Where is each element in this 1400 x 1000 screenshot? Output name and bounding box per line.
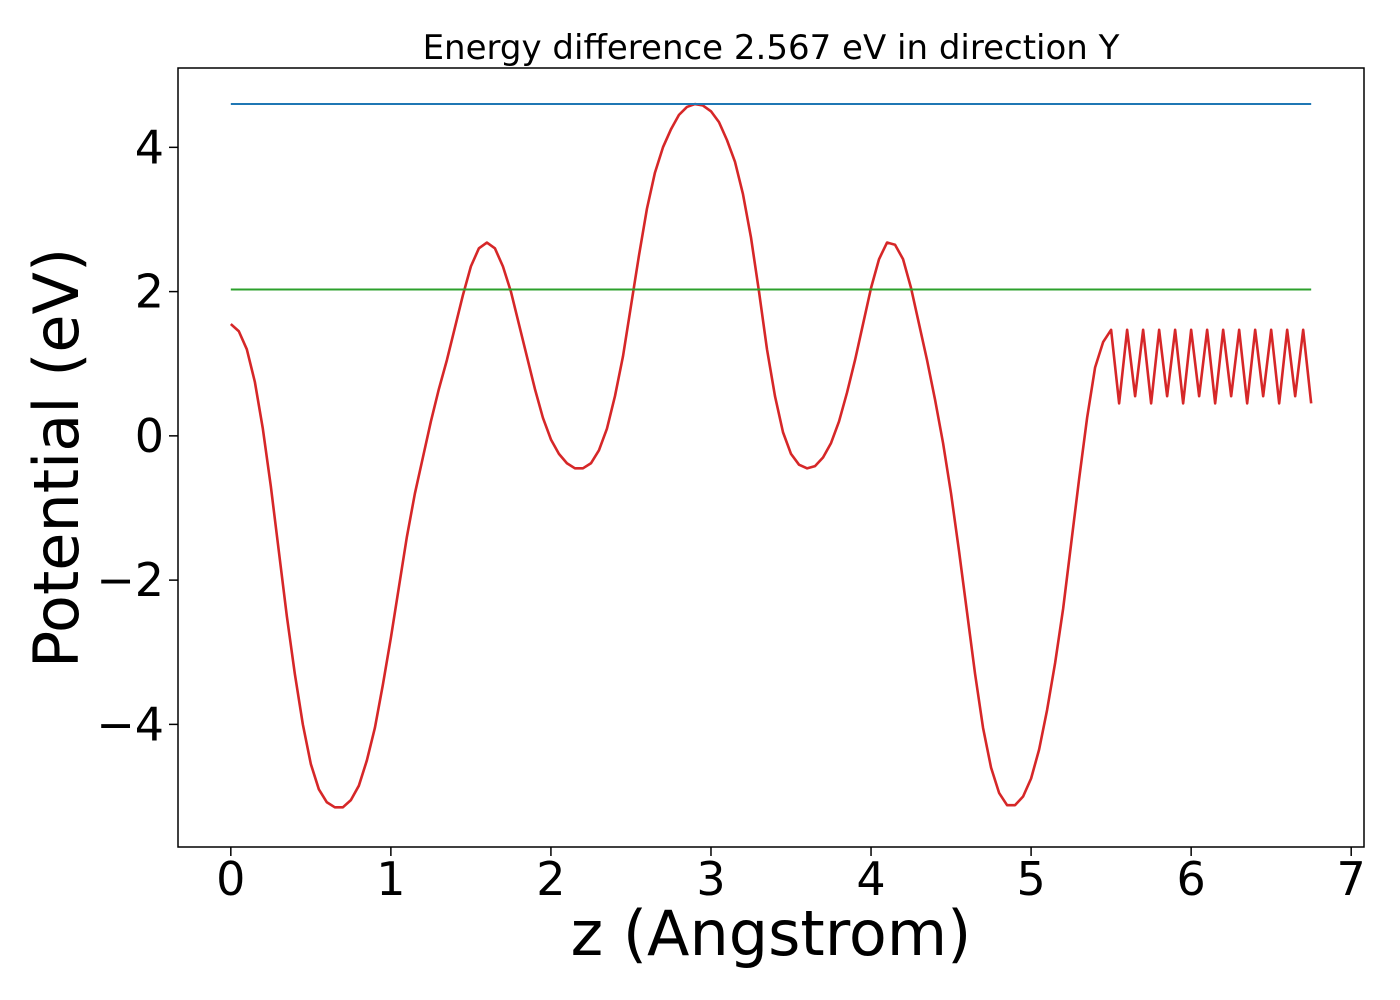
y-tick-label: 0 <box>135 409 164 463</box>
y-tick-label: −4 <box>96 697 164 751</box>
x-tick-label: 2 <box>536 852 565 906</box>
x-tick-label: 4 <box>856 852 885 906</box>
x-axis-label: z (Angstrom) <box>571 897 972 970</box>
y-axis-label: Potential (eV) <box>20 248 93 668</box>
x-tick-label: 6 <box>1177 852 1206 906</box>
y-axis-ticks: −4 −2 0 2 4 <box>96 120 178 751</box>
x-tick-label: 0 <box>216 852 245 906</box>
y-tick-label: −2 <box>96 553 164 607</box>
x-tick-label: 7 <box>1337 852 1366 906</box>
x-tick-label: 3 <box>696 852 725 906</box>
x-tick-label: 5 <box>1016 852 1045 906</box>
potential-curve <box>229 102 1313 809</box>
plot-lines <box>229 102 1313 809</box>
x-axis-ticks: 0 1 2 3 4 5 6 7 <box>216 847 1366 906</box>
chart-title: Energy difference 2.567 eV in direction … <box>423 28 1120 68</box>
y-tick-label: 4 <box>135 120 164 174</box>
plot-frame <box>177 67 1365 848</box>
y-tick-label: 2 <box>135 265 164 319</box>
x-tick-label: 1 <box>376 852 405 906</box>
